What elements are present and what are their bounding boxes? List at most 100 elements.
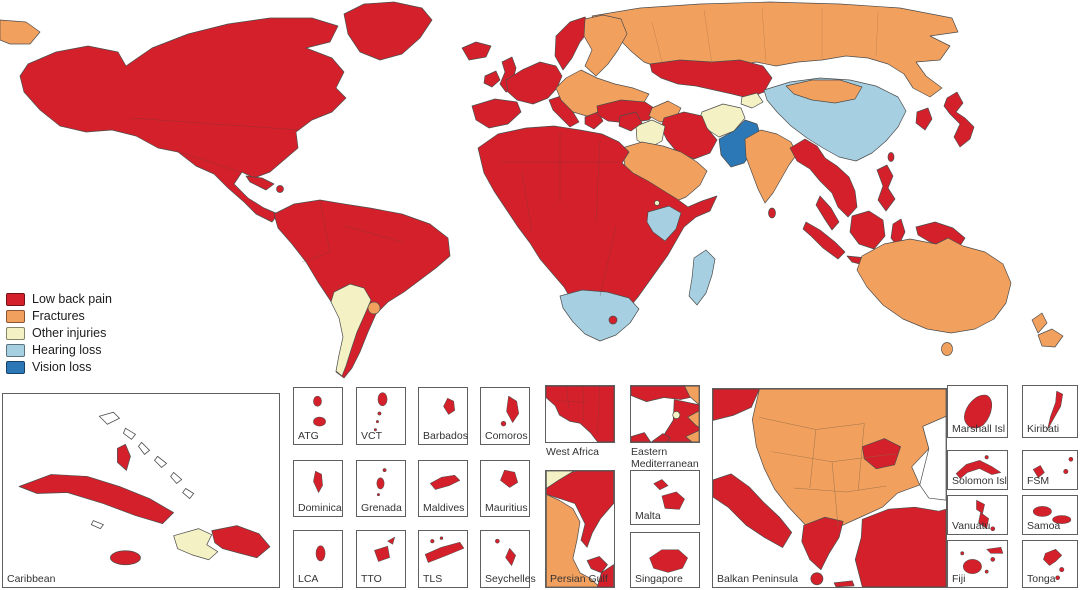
- dominica-map: [313, 470, 323, 493]
- legend-swatch-vision-loss: [6, 360, 25, 374]
- inset-kiribati: Kiribati: [1022, 385, 1078, 438]
- region-kiribati: [1047, 390, 1063, 431]
- region-solomon-isl: [984, 455, 989, 460]
- region-barbados: [443, 397, 455, 415]
- region-vct: [373, 428, 377, 432]
- region-pg-iraq: [546, 471, 575, 489]
- black-sea: [919, 416, 946, 501]
- region-malay-peninsula: [815, 195, 840, 231]
- caribbean-map: [18, 411, 271, 566]
- region-kenya: [646, 205, 682, 242]
- inset-vanuatu: Vanuatu: [947, 495, 1008, 535]
- singapore-map: [649, 549, 688, 573]
- region-southeast-asia: [789, 138, 858, 218]
- inset-label-maldives: Maldives: [423, 502, 465, 515]
- region-balkan-italy: [713, 473, 793, 548]
- region-tonga: [1059, 567, 1065, 573]
- seychelles-map: [495, 538, 516, 566]
- region-kazakhstan: [649, 59, 773, 99]
- inset-label-persian-gulf: Persian Gulf: [550, 573, 608, 586]
- region-fsm: [1032, 465, 1045, 478]
- region-korea: [915, 107, 933, 131]
- inset-label-seychelles: Seychelles: [485, 573, 536, 586]
- region-argentina: [330, 283, 372, 377]
- region-iberia: [471, 98, 522, 129]
- region-fsm: [1063, 469, 1069, 475]
- region-turkey: [596, 99, 658, 124]
- region-vanuatu: [978, 512, 989, 529]
- inset-label-tto: TTO: [361, 573, 382, 586]
- inset-vct: VCT: [356, 387, 406, 445]
- vanuatu-map: [976, 499, 996, 532]
- eastern-mediterranean-map: [631, 386, 699, 442]
- region-tls: [424, 541, 465, 563]
- region-emed-east: [687, 410, 699, 428]
- fsm-map: [1032, 457, 1074, 478]
- tls-map: [424, 536, 465, 563]
- region-tajikistan: [740, 92, 764, 109]
- legend-item-other-injuries: Other injuries: [6, 326, 112, 340]
- region-greenland: [343, 1, 433, 61]
- region-atg: [313, 395, 322, 407]
- inset-maldives: Maldives: [418, 460, 468, 517]
- region-mongolia: [785, 79, 863, 104]
- inset-label-marshall-isl: Marshall Isl: [952, 423, 1006, 436]
- lca-map: [315, 545, 326, 562]
- tonga-map: [1043, 548, 1065, 581]
- bahamas-outlines: [90, 411, 195, 530]
- region-sulawesi: [890, 218, 906, 248]
- maldives-map: [430, 475, 461, 490]
- inset-label-fsm: FSM: [1027, 475, 1050, 488]
- map-legend: Low back pain Fractures Other injuries H…: [6, 292, 112, 377]
- region-tonga: [1055, 575, 1060, 581]
- region-malta: [653, 479, 669, 491]
- region-maldives: [430, 475, 461, 490]
- inset-tto: TTO: [356, 530, 406, 588]
- inset-label-west-africa: West Africa: [546, 446, 599, 458]
- region-emed-lebanon: [672, 411, 681, 419]
- legend-label: Low back pain: [32, 292, 112, 306]
- region-caribbean-dominican-republic: [211, 525, 271, 559]
- region-grenada: [376, 477, 385, 490]
- region-china: [763, 77, 907, 162]
- inset-west-africa: [545, 385, 615, 443]
- region-ireland: [483, 70, 501, 88]
- region-djibouti: [654, 200, 660, 206]
- barbados-map: [443, 397, 455, 415]
- solomon-isl-map: [955, 455, 1002, 479]
- inset-label-kiribati: Kiribati: [1027, 423, 1060, 436]
- region-fiji: [986, 546, 1004, 554]
- region-caribbean-haiti: [173, 528, 219, 561]
- vct-map: [373, 392, 388, 432]
- inset-eastern-mediterranean: [630, 385, 700, 443]
- west-africa-map: [546, 386, 614, 442]
- region-lca: [315, 545, 326, 562]
- region-comoros: [506, 395, 519, 423]
- atg-map: [313, 395, 326, 427]
- inset-fsm: FSM: [1022, 450, 1078, 490]
- comoros-map: [500, 395, 519, 427]
- region-lesotho: [608, 315, 618, 325]
- mauritius-map: [500, 469, 518, 488]
- legend-label: Fractures: [32, 309, 85, 323]
- region-taiwan: [887, 152, 895, 162]
- region-greece: [584, 111, 604, 130]
- region-hispaniola: [276, 185, 284, 193]
- kiribati-map: [1047, 390, 1063, 431]
- inset-lca: LCA: [293, 530, 343, 588]
- inset-tls: TLS: [418, 530, 468, 588]
- region-iceland: [461, 41, 492, 61]
- region-india: [744, 129, 798, 204]
- region-russia: [591, 1, 959, 98]
- region-fiji: [990, 557, 996, 562]
- region-seychelles: [505, 548, 516, 566]
- inset-atg: ATG: [293, 387, 343, 445]
- region-philippines: [876, 164, 896, 212]
- legend-item-fractures: Fractures: [6, 309, 112, 323]
- legend-swatch-fractures: [6, 309, 25, 323]
- region-grenada: [382, 468, 387, 473]
- inset-dominica: Dominica: [293, 460, 343, 517]
- inset-label-grenada: Grenada: [361, 502, 402, 515]
- inset-mauritius: Mauritius: [480, 460, 530, 517]
